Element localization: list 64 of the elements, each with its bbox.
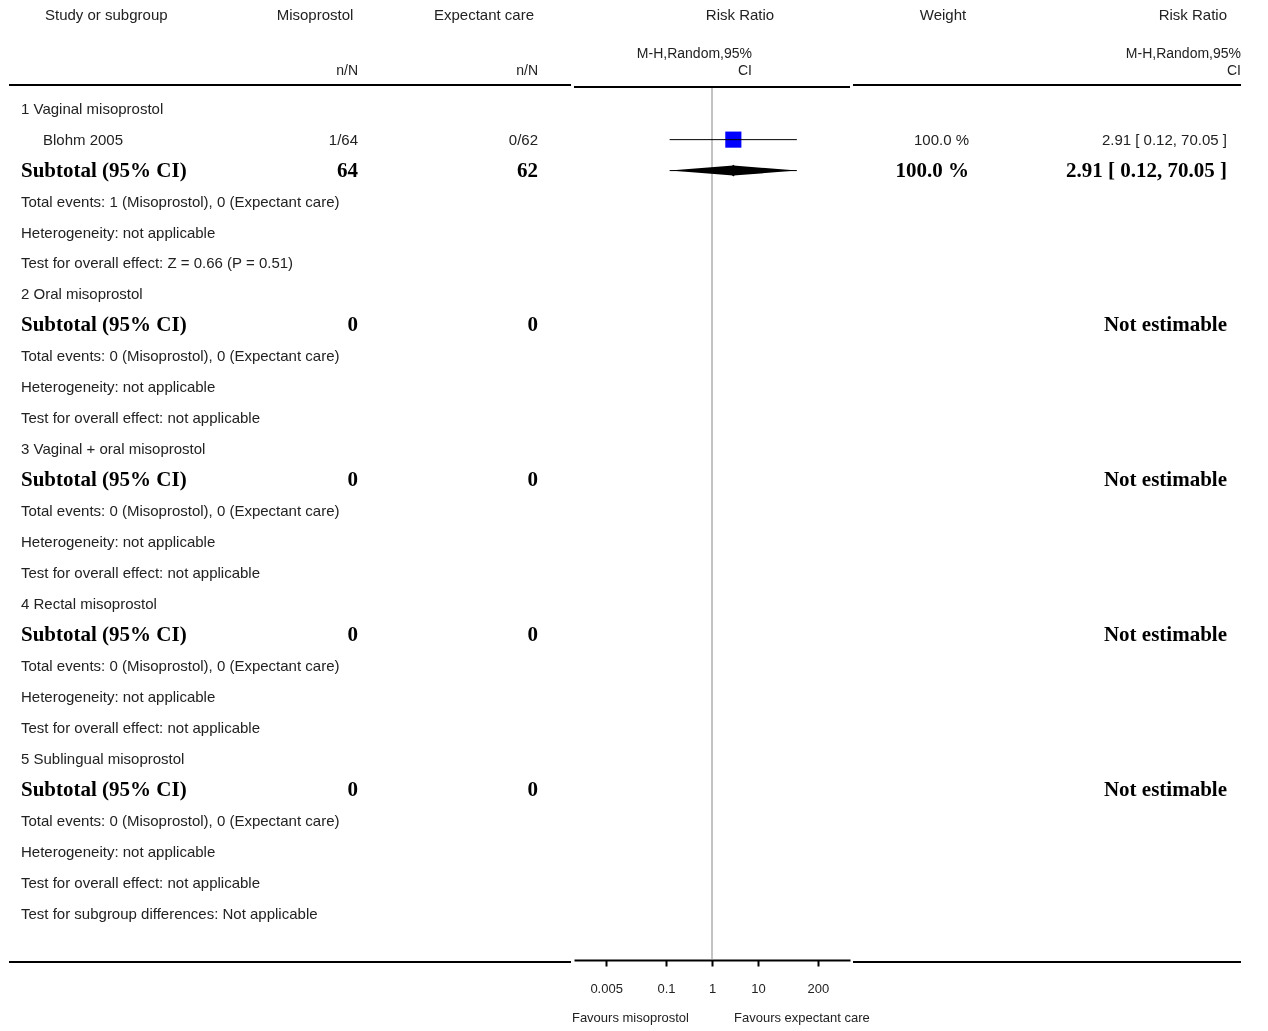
text: Favours expectant care [734,1010,870,1025]
text: Not estimable [1103,621,1227,646]
text: Test for overall effect: not applicable [21,718,261,736]
x-tick-label: 200 [807,980,830,996]
text: Weight [919,6,968,23]
text: Test for overall effect: Z = 0.66 (P = 0.51) [21,254,294,272]
text: Misoprostol [276,6,354,23]
text: 2.91 [ 0.12, 70.05 ] [1066,157,1227,182]
text: Subtotal (95% CI) [21,312,187,337]
chart-title: Risk Ratio [705,6,775,23]
text: 0 [527,467,538,492]
text: n/N [516,62,538,78]
text: Total events: 1 (Misoprostol), 0 (Expectant care) [21,192,340,210]
text: Heterogeneity: not applicable [21,842,216,860]
text: 1/64 [328,130,358,148]
x-tick-label: 0.1 [657,980,676,996]
text: 0 [347,467,358,492]
text: 1 Vaginal misoprostol [21,99,164,117]
text: Test for subgroup differences: Not applicable [21,904,318,922]
text: Subtotal (95% CI) [21,467,187,492]
text: Total events: 0 (Misoprostol), 0 (Expectant care) [21,347,340,365]
text: Heterogeneity: not applicable [21,378,216,396]
text: 62 [517,157,538,182]
text: 0 [527,776,538,801]
text: Test for overall effect: not applicable [21,564,261,582]
text: 3 Vaginal + oral misoprostol [21,440,206,458]
text: 0 [347,312,358,337]
text: Subtotal (95% CI) [21,776,187,801]
text: Subtotal (95% CI) [21,157,187,182]
x-tick-label: 0.005 [590,980,623,996]
text: Not estimable [1103,776,1227,801]
text: Expectant care [433,6,535,23]
chart-subtitle: M-H,Random,95% CI [636,45,752,78]
text: M-H,Random,95% CI [1125,45,1241,78]
x-tick-label: 10 [751,980,766,996]
text: Subtotal (95% CI) [21,621,187,646]
text: Not estimable [1103,312,1227,337]
text: Heterogeneity: not applicable [21,687,216,705]
text: Not estimable [1103,467,1227,492]
text: 0 [347,776,358,801]
text: 2 Oral misoprostol [21,285,143,303]
text: 100.0 % [895,157,969,182]
text: 100.0 % [913,130,969,148]
text: 5 Sublingual misoprostol [21,749,185,767]
text: Favours misoprostol [571,1010,690,1025]
text: 0 [527,312,538,337]
text: n/N [336,62,358,78]
text: Heterogeneity: not applicable [21,223,216,241]
text: 2.91 [ 0.12, 70.05 ] [1101,130,1227,148]
text: 0/62 [508,130,538,148]
text: Study or subgroup [45,6,168,23]
text: 4 Rectal misoprostol [21,594,157,612]
text: Total events: 0 (Misoprostol), 0 (Expectant care) [21,656,340,674]
text: Test for overall effect: not applicable [21,873,261,891]
text: 64 [337,157,359,182]
text: Test for overall effect: not applicable [21,409,261,427]
x-tick-label: 1 [708,980,717,996]
text: Total events: 0 (Misoprostol), 0 (Expectant care) [21,502,340,520]
text: Total events: 0 (Misoprostol), 0 (Expectant care) [21,811,340,829]
text: 0 [527,621,538,646]
text: Heterogeneity: not applicable [21,533,216,551]
text: Risk Ratio [1158,6,1227,23]
text: Blohm 2005 [43,130,124,148]
text: 0 [347,621,358,646]
